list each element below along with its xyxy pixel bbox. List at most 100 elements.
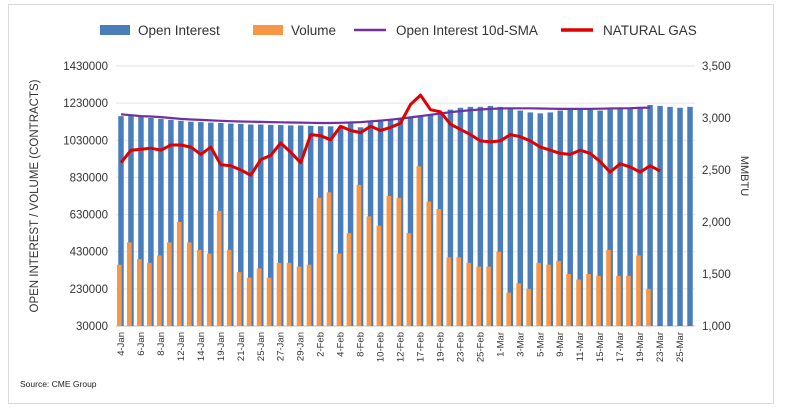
open-interest-bar (617, 108, 623, 326)
x-tick-label: 8-Jan (156, 332, 167, 356)
volume-bar (127, 242, 132, 326)
x-tick-label: 9-Mar (555, 332, 566, 357)
volume-bar (296, 266, 302, 326)
x-tick-label: 23-Feb (455, 332, 466, 362)
legend-label: Open Interest 10d-SMA (396, 23, 538, 38)
x-tick-label: 15-Mar (595, 332, 606, 362)
open-interest-bar (457, 107, 464, 327)
open-interest-bar (267, 124, 274, 326)
x-tick-label: 25-Jan (256, 332, 267, 361)
volume-bar (226, 249, 232, 326)
volume-bar (626, 275, 631, 326)
left-tick-label: 830000 (70, 172, 108, 184)
volume-bar (236, 272, 242, 326)
open-interest-bar (407, 117, 414, 326)
open-interest-bar (607, 109, 613, 327)
open-interest-bar (258, 124, 264, 326)
volume-bar (496, 251, 502, 326)
left-tick-label: 1230000 (63, 98, 108, 110)
volume-bar (276, 262, 282, 326)
open-interest-bar (188, 121, 194, 326)
line-series (119, 93, 661, 177)
x-tick-label: 25-Feb (475, 332, 486, 362)
volume-bar (146, 262, 152, 326)
volume-bar (506, 292, 512, 326)
x-tick-label: 8-Feb (356, 332, 367, 357)
volume-bar (486, 266, 492, 326)
x-tick-label: 19-Feb (435, 332, 446, 362)
open-interest-bar (467, 106, 474, 326)
open-interest-bar (277, 125, 284, 326)
x-tick-label: 11-Mar (575, 332, 586, 361)
open-interest-bar (287, 125, 294, 326)
x-tick-label: 19-Jan (216, 332, 227, 361)
natural-gas-line (119, 93, 661, 177)
x-tick-label: 5-Mar (535, 332, 546, 357)
volume-bar (366, 216, 372, 326)
volume-bar (536, 262, 541, 326)
legend-swatch (100, 25, 130, 35)
x-tick-label: 27-Jan (276, 332, 287, 361)
open-interest-bar (297, 125, 304, 326)
open-interest-bar (447, 109, 454, 327)
volume-bar (356, 184, 362, 326)
x-tick-label: 2-Feb (316, 332, 327, 357)
volume-bar (466, 262, 472, 326)
volume-bar (576, 279, 581, 326)
left-tick-label: 430000 (70, 247, 108, 259)
legend: Open Interest Volume Open Interest 10d-SMA… (100, 23, 697, 38)
open-interest-bar (198, 122, 204, 326)
x-tick-label: 6-Jan (136, 332, 147, 356)
open-interest-bar (238, 123, 244, 326)
right-axis-label: MMBTU (738, 156, 750, 196)
left-tick-label: 230000 (70, 284, 108, 296)
open-interest-bar (208, 122, 214, 327)
open-interest-bar (537, 113, 544, 326)
volume-bar (566, 274, 571, 326)
volume-bar (246, 277, 252, 326)
open-interest-bar (248, 124, 254, 326)
legend-label: Volume (291, 23, 336, 38)
right-tick-label: 3,000 (702, 113, 731, 125)
open-interest-bar (677, 107, 683, 327)
x-tick-label: 14-Jan (196, 332, 207, 361)
right-tick-label: 2,500 (702, 165, 731, 177)
x-tick-label: 4-Feb (336, 332, 347, 357)
x-tick-label: 19-Mar (635, 332, 646, 362)
open-interest-sma-line (120, 106, 651, 125)
right-axis-tick-labels: 1,000 1,500 2,000 2,500 3,000 3,500 (702, 61, 731, 333)
volume-bar (516, 283, 522, 326)
left-axis-tick-labels: 30000 230000 430000 630000 830000 1030000 1230… (63, 61, 108, 333)
open-interest-bar (547, 112, 553, 326)
open-interest-bar (307, 125, 314, 326)
open-interest-bar (347, 123, 354, 326)
left-tick-label: 630000 (70, 210, 108, 222)
left-tick-label: 30000 (76, 321, 108, 333)
left-axis-label: OPEN INTEREST / VOLUME (CONTRACTS) (29, 79, 41, 312)
open-interest-bar (148, 118, 154, 326)
volume-bar (546, 264, 551, 326)
right-tick-label: 2,000 (702, 217, 731, 229)
legend-label: Open Interest (138, 23, 220, 38)
volume-bar (426, 201, 432, 326)
left-tick-label: 1430000 (63, 61, 108, 73)
volume-bar (456, 257, 462, 326)
volume-bar (176, 222, 182, 326)
x-tick-label: 12-Jan (176, 332, 187, 361)
open-interest-bar (597, 110, 603, 326)
volume-bar (346, 233, 352, 326)
volume-bar (476, 266, 482, 326)
volume-bar (436, 209, 442, 326)
open-interest-bar (118, 116, 124, 327)
open-interest-bar (337, 126, 344, 326)
open-interest-bar (487, 105, 494, 326)
volume-bar (556, 261, 561, 326)
open-interest-bar (527, 112, 534, 326)
x-axis-tick-labels: 4-Jan 6-Jan 8-Jan 12-Jan 14-Jan 19-Jan 21-Jan 2… (116, 332, 686, 362)
volume-bar (156, 255, 162, 326)
open-interest-bar (228, 123, 234, 326)
open-interest-bar (577, 108, 583, 326)
volume-bar (416, 166, 422, 326)
volume-bar (196, 249, 202, 326)
x-tick-label: 4-Jan (116, 332, 127, 356)
